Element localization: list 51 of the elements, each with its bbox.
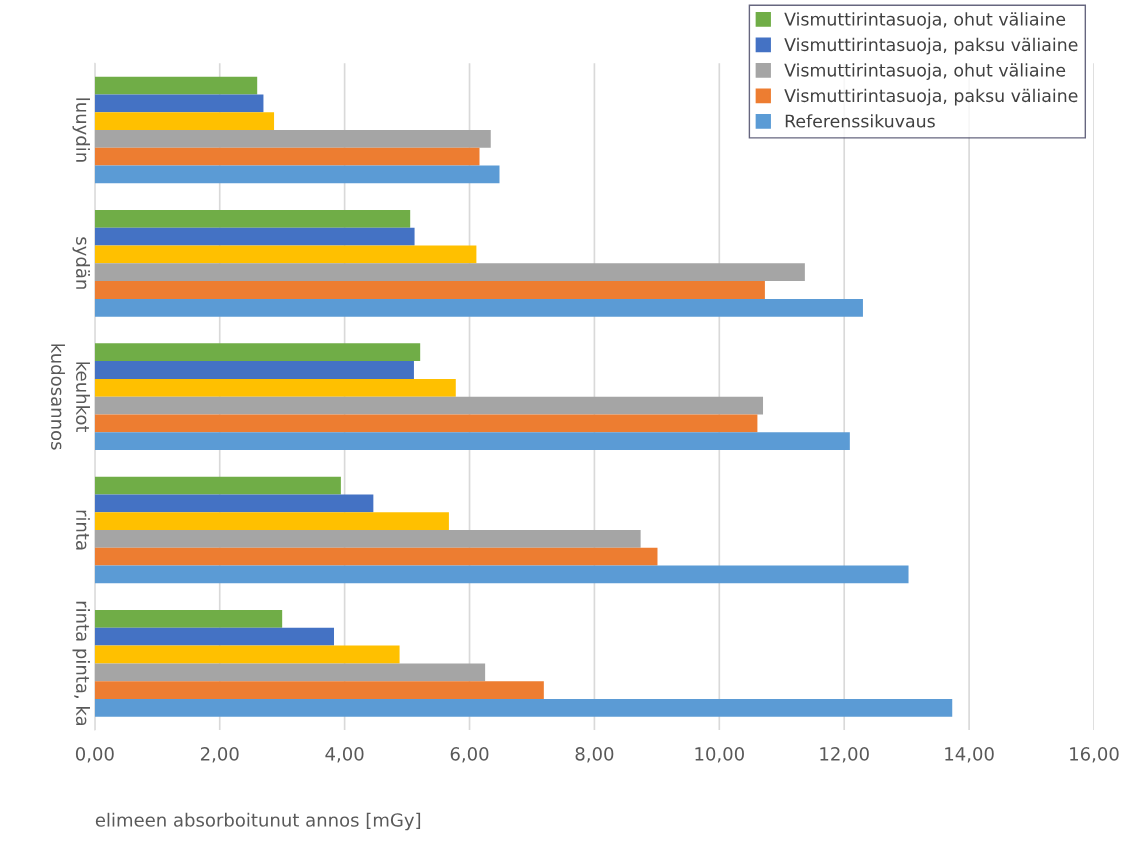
x-tick-label: 16,00 [1070,747,1119,763]
bar [94,129,491,148]
bar [94,530,641,548]
bar [94,112,275,130]
legend-label: Vismuttirintasuoja, ohut väliaine [784,63,1066,81]
bar [94,494,374,513]
legend-label: Vismuttirintasuoja, paksu väliaine [784,37,1078,55]
bar [94,414,758,433]
bar [94,396,764,415]
legend-label: Vismuttirintasuoja, paksu väliaine [784,88,1078,106]
bar [94,209,411,228]
bar [94,432,850,451]
bar [94,298,863,317]
bar [94,547,658,566]
bar [94,476,341,495]
bar [94,610,283,628]
bar [94,512,449,531]
bar [94,565,909,584]
x-tick-label: 12,00 [820,747,869,763]
x-tick-label: 10,00 [695,747,744,763]
y-tick-label: keuhkot [76,362,90,433]
x-tick-label: 2,00 [200,747,239,763]
x-axis-title: elimeen absorboitunut annos [mGy] [95,812,421,831]
bar [94,343,421,362]
y-tick-label: rinta pinta, ka [72,601,90,726]
x-tick-label: 8,00 [575,747,614,763]
y-axis-title: kudosannos [51,344,65,450]
bar [94,627,335,646]
bar [94,663,486,682]
bar [94,227,415,246]
bar [94,245,477,264]
y-tick-label: sydän [72,237,90,289]
legend-label: Vismuttirintasuoja, ohut väliaine [784,12,1066,30]
bar [94,263,805,282]
x-tick-label: 0,00 [75,747,114,763]
bar [94,681,544,699]
y-tick-label: luuydin [72,98,90,162]
x-tick-label: 6,00 [450,747,489,763]
x-tick-label: 14,00 [945,747,994,763]
bar [94,281,765,299]
bar [94,698,953,717]
x-tick-label: 4,00 [325,747,364,763]
bar [94,165,500,184]
bar [94,378,456,397]
bar [94,361,414,379]
bar [94,94,264,113]
y-tick-label: rinta [76,510,90,550]
bar [94,147,480,166]
bar [94,645,400,664]
bar [94,76,258,95]
legend-label: Referenssikuvaus [785,114,935,128]
